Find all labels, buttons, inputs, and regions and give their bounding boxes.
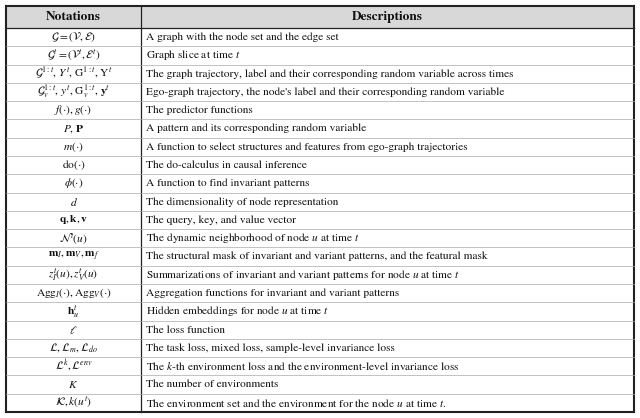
Text: $\mathcal{G}_v^{1:t}$, $y^t$, $\mathrm{G}_v^{1:t}$, $\mathbf{y}^t$: $\mathcal{G}_v^{1:t}$, $y^t$, $\mathrm{G… — [37, 84, 110, 100]
Text: Summarizations of invariant and variant patterns for node $u$ at time $t$: Summarizations of invariant and variant … — [146, 268, 460, 282]
Text: The task loss, mixed loss, sample-level invariance loss: The task loss, mixed loss, sample-level … — [146, 343, 395, 353]
Text: The number of environments: The number of environments — [146, 380, 278, 390]
Text: $\mathcal{N}^t(u)$: $\mathcal{N}^t(u)$ — [60, 231, 88, 246]
Text: The predictor functions: The predictor functions — [146, 105, 253, 115]
Text: The do-calculus in causal inference: The do-calculus in causal inference — [146, 161, 307, 170]
Text: Graph slice at time $t$: Graph slice at time $t$ — [146, 48, 241, 62]
Text: $\phi(\cdot)$: $\phi(\cdot)$ — [64, 176, 83, 191]
Text: $z_I^t(u), z_V^t(u)$: $z_I^t(u), z_V^t(u)$ — [49, 267, 99, 283]
Text: A pattern and its corresponding random variable: A pattern and its corresponding random v… — [146, 124, 366, 133]
Text: The loss function: The loss function — [146, 325, 225, 334]
Bar — [6, 6, 634, 28]
Text: The $k$-th environment loss and the environment-level invariance loss: The $k$-th environment loss and the envi… — [146, 360, 460, 372]
Text: $\mathcal{G}^{1:t}$, $Y^t$, $\mathrm{G}^{1:t}$, $\mathrm{Y}^t$: $\mathcal{G}^{1:t}$, $Y^t$, $\mathrm{G}^… — [35, 66, 112, 81]
Text: Notations: Notations — [46, 11, 101, 23]
Text: $\mathcal{L}, \mathcal{L}_m, \mathcal{L}_{do}$: $\mathcal{L}, \mathcal{L}_m, \mathcal{L}… — [49, 342, 98, 354]
Text: $d$: $d$ — [70, 196, 77, 208]
Text: Aggregation functions for invariant and variant patterns: Aggregation functions for invariant and … — [146, 288, 399, 298]
Text: $K$: $K$ — [68, 379, 79, 390]
Text: A graph with the node set and the edge set: A graph with the node set and the edge s… — [146, 32, 339, 42]
Text: $\mathbf{m}_I, \mathbf{m}_V, \mathbf{m}_f$: $\mathbf{m}_I, \mathbf{m}_V, \mathbf{m}_… — [47, 250, 99, 263]
Text: $\mathcal{G} = (\mathcal{V}, \mathcal{E})$: $\mathcal{G} = (\mathcal{V}, \mathcal{E}… — [51, 30, 96, 44]
Text: $\mathcal{G}^t = (\mathcal{V}^t, \mathcal{E}^t)$: $\mathcal{G}^t = (\mathcal{V}^t, \mathca… — [47, 48, 100, 63]
Text: $f(\cdot), g(\cdot)$: $f(\cdot), g(\cdot)$ — [54, 103, 93, 117]
Text: $\mathcal{K}, k(u^t)$: $\mathcal{K}, k(u^t)$ — [55, 395, 92, 410]
Text: A function to select structures and features from ego-graph trajectories: A function to select structures and feat… — [146, 142, 468, 152]
Text: Hidden embeddings for node $u$ at time $t$: Hidden embeddings for node $u$ at time $… — [146, 304, 329, 319]
Text: A function to find invariant patterns: A function to find invariant patterns — [146, 178, 310, 188]
Text: $\mathcal{L}^k, \mathcal{L}^{env}$: $\mathcal{L}^k, \mathcal{L}^{env}$ — [55, 358, 92, 375]
Text: $\mathbf{q}, \mathbf{k}, \mathbf{v}$: $\mathbf{q}, \mathbf{k}, \mathbf{v}$ — [59, 214, 88, 227]
Text: $\mathrm{Agg}_I(\cdot), \mathrm{Agg}_V(\cdot)$: $\mathrm{Agg}_I(\cdot), \mathrm{Agg}_V(\… — [36, 286, 111, 300]
Text: $P$, $\mathbf{P}$: $P$, $\mathbf{P}$ — [63, 122, 84, 135]
Text: The graph trajectory, label and their corresponding random variable across times: The graph trajectory, label and their co… — [146, 69, 513, 79]
Text: The structural mask of invariant and variant patterns, and the featural mask: The structural mask of invariant and var… — [146, 252, 488, 261]
Text: $\mathbf{h}_u^t$: $\mathbf{h}_u^t$ — [67, 303, 79, 319]
Text: Ego-graph trajectory, the node's label and their corresponding random variable: Ego-graph trajectory, the node's label a… — [146, 87, 504, 97]
Text: The dimensionality of node representation: The dimensionality of node representatio… — [146, 197, 339, 206]
Text: The dynamic neighborhood of node $u$ at time $t$: The dynamic neighborhood of node $u$ at … — [146, 231, 360, 245]
Text: $\ell$: $\ell$ — [69, 324, 78, 336]
Text: $\mathrm{do}(\cdot)$: $\mathrm{do}(\cdot)$ — [61, 158, 85, 172]
Text: The environment set and the environment for the node $u$ at time $t$.: The environment set and the environment … — [146, 397, 447, 409]
Text: The query, key, and value vector: The query, key, and value vector — [146, 215, 296, 225]
Text: Descriptions: Descriptions — [352, 11, 423, 23]
Text: $m(\cdot)$: $m(\cdot)$ — [63, 140, 84, 154]
